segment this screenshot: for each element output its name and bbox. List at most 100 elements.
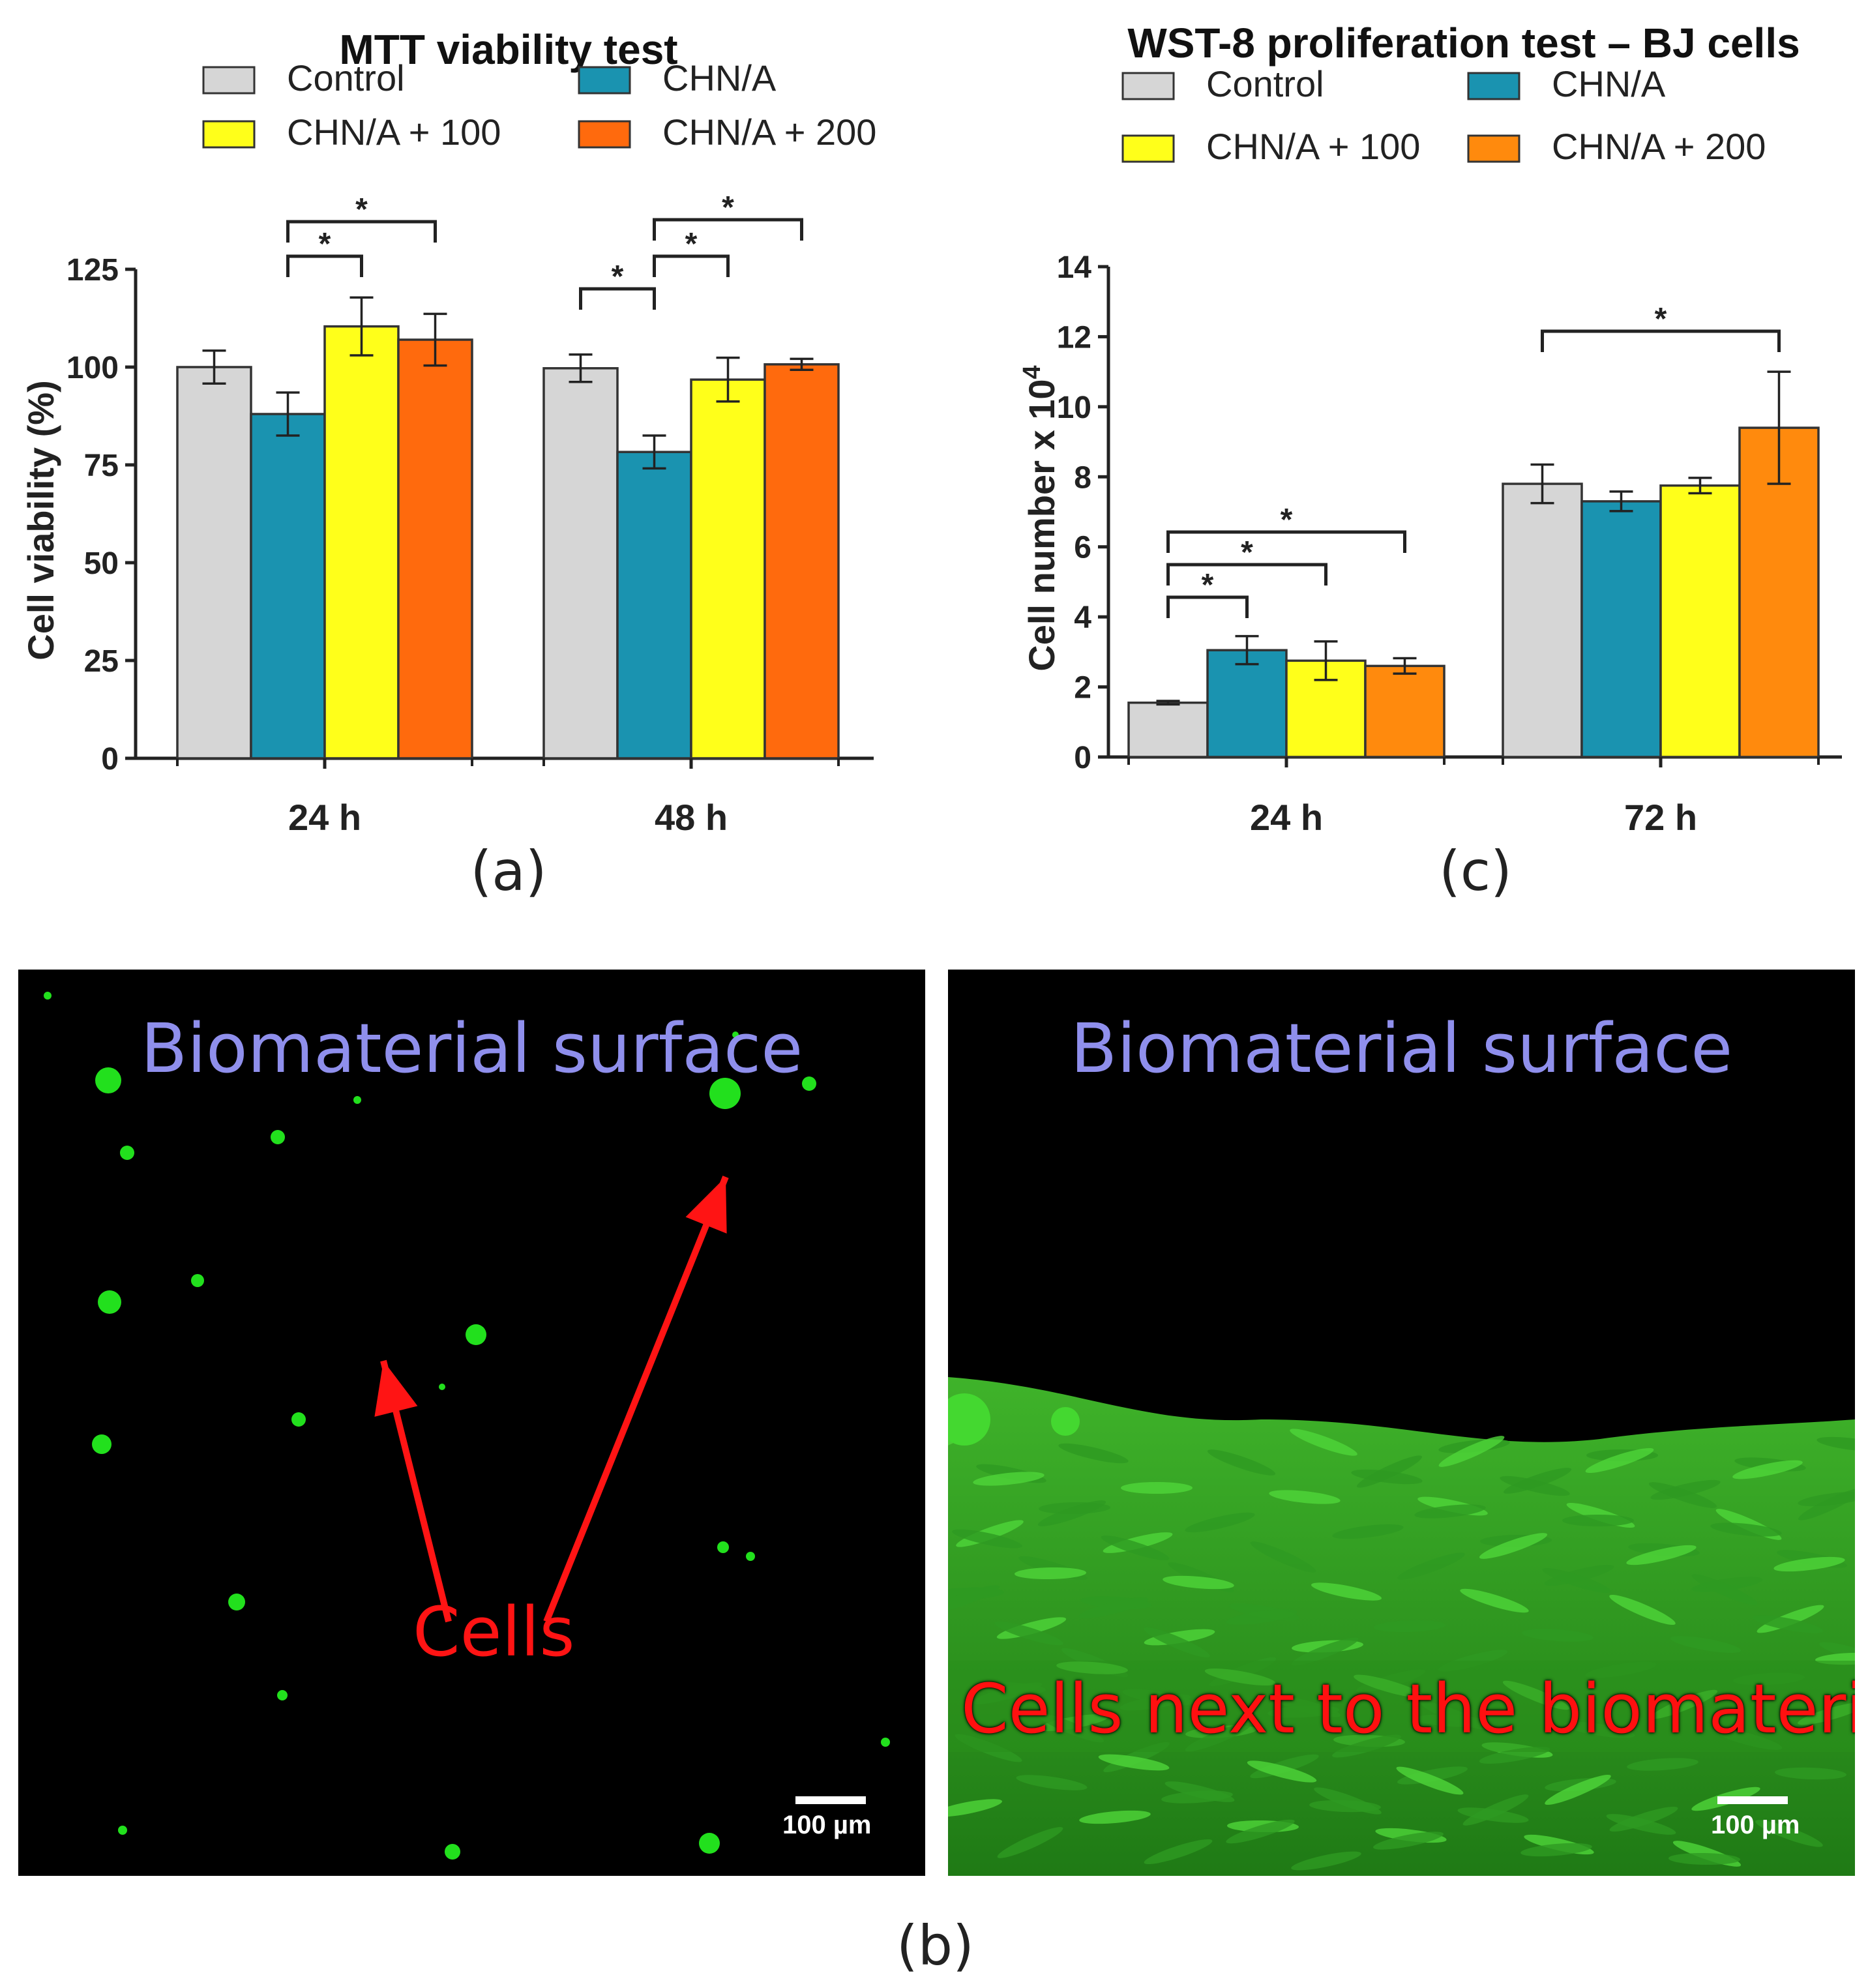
bar [176, 366, 252, 760]
cell-dot [732, 1031, 739, 1038]
elongated-cell [1500, 1476, 1570, 1496]
micrograph-right: Biomaterial surface Cells next to the bi… [948, 970, 1855, 1876]
y-tick-label: 6 [1074, 531, 1091, 565]
y-tick-label: 50 [84, 546, 119, 581]
legend-swatch [578, 66, 631, 95]
elongated-cell [1374, 1620, 1445, 1633]
bar [690, 378, 766, 760]
y-tick-label: 2 [1074, 671, 1091, 705]
elongated-cell [1670, 1635, 1742, 1654]
panel-label-b: (b) [897, 1914, 974, 1978]
y-tick-label: 8 [1074, 460, 1091, 495]
elongated-cell [1078, 1597, 1149, 1618]
elongated-cell [1037, 1500, 1106, 1526]
elongated-cell [1015, 1567, 1086, 1580]
cell-dot [98, 1290, 121, 1314]
legend-swatch [1121, 134, 1175, 163]
elongated-cell [1311, 1582, 1382, 1601]
elongated-cell [1250, 1541, 1316, 1573]
elongated-cell [1775, 1767, 1846, 1780]
bar [1659, 484, 1741, 758]
micrograph-left: Biomaterial surface Cells 100 µm [18, 970, 925, 1876]
elongated-cell [1144, 1627, 1210, 1658]
y-tick-label: 4 [1074, 601, 1091, 635]
bar [764, 363, 840, 760]
elongated-cell [1627, 1758, 1698, 1771]
significance-bracket [1166, 595, 1249, 618]
significance-bracket [286, 254, 363, 277]
significance-bracket [1541, 329, 1781, 352]
elongated-cell [1144, 1839, 1213, 1865]
legend-swatch [1467, 72, 1520, 100]
elongated-cell [1691, 1574, 1758, 1605]
bar [1502, 482, 1583, 758]
elongated-cell [1098, 1754, 1170, 1771]
cell-cluster [1051, 1407, 1080, 1436]
cell-dot [120, 1146, 134, 1160]
chart-title: MTT viability test [339, 26, 677, 73]
cell-dot [92, 1434, 111, 1454]
chart-title: WST-8 proliferation test – BJ cells [1127, 20, 1800, 67]
cell-dot [291, 1412, 306, 1427]
bar [250, 413, 326, 760]
bar [1580, 500, 1662, 758]
elongated-cell [1585, 1447, 1654, 1474]
significance-bracket [1166, 530, 1406, 553]
y-tick-label: 0 [101, 742, 119, 777]
legend-label: CHN/A + 200 [662, 111, 876, 153]
elongated-cell [1609, 1594, 1676, 1625]
cell-dot [277, 1690, 288, 1700]
cell-dot [271, 1130, 285, 1144]
y-axis-title-text: Cell viability (%) [20, 380, 61, 660]
cell-dot [95, 1067, 121, 1093]
cell-dot [709, 1078, 741, 1109]
significance-bracket [579, 287, 656, 310]
micrograph-left-title: Biomaterial surface [140, 1009, 803, 1088]
cells-next-label: Cells next to the biomaterial [961, 1669, 1855, 1749]
cell-cluster [948, 1393, 990, 1446]
elongated-cell [1773, 1556, 1845, 1572]
elongated-cell [1414, 1504, 1486, 1519]
x-category-label: 48 h [655, 797, 728, 838]
elongated-cell [1372, 1832, 1444, 1850]
y-tick-label: 100 [67, 351, 119, 385]
elongated-cell [1668, 1852, 1740, 1865]
significance-star: * [355, 192, 368, 227]
cell-dot [353, 1096, 361, 1104]
legend-swatch [1467, 134, 1520, 163]
legend-label: CHN/A [1552, 63, 1666, 104]
significance-star: * [1241, 535, 1253, 570]
elongated-cell [1185, 1512, 1255, 1533]
elongated-cell [1397, 1552, 1465, 1580]
legend-label: CHN/A [662, 57, 777, 98]
legend-swatch [578, 120, 631, 149]
y-tick-label: 12 [1057, 320, 1091, 355]
significance-bracket [653, 218, 803, 241]
elongated-cell [973, 1472, 1045, 1486]
scale-bar-right [1717, 1796, 1788, 1804]
elongated-cell [1290, 1429, 1357, 1456]
elongated-cell [1016, 1775, 1088, 1790]
cell-dot [746, 1552, 755, 1561]
legend-label: CHN/A + 100 [1206, 126, 1420, 167]
significance-star: * [685, 227, 698, 261]
significance-star: * [1655, 302, 1667, 336]
label-band [948, 1661, 1855, 1752]
chart-c: WST-8 proliferation test – BJ cellsContr… [1018, 20, 1842, 903]
elongated-cell [1079, 1810, 1151, 1824]
elongated-cell [1207, 1449, 1276, 1476]
cell-dot [466, 1324, 486, 1345]
bar [1364, 664, 1445, 758]
elongated-cell [1457, 1807, 1529, 1823]
cell-dot [228, 1594, 245, 1610]
elongated-cell [952, 1529, 1022, 1549]
x-category-label: 72 h [1624, 797, 1697, 838]
elongated-cell [1291, 1637, 1359, 1666]
significance-star: * [319, 227, 331, 261]
significance-star: * [612, 260, 624, 294]
elongated-cell [1732, 1460, 1803, 1479]
significance-bracket [1166, 563, 1327, 586]
y-axis-title: Cell viability (%) [20, 380, 61, 660]
y-tick-label: 125 [67, 253, 119, 288]
